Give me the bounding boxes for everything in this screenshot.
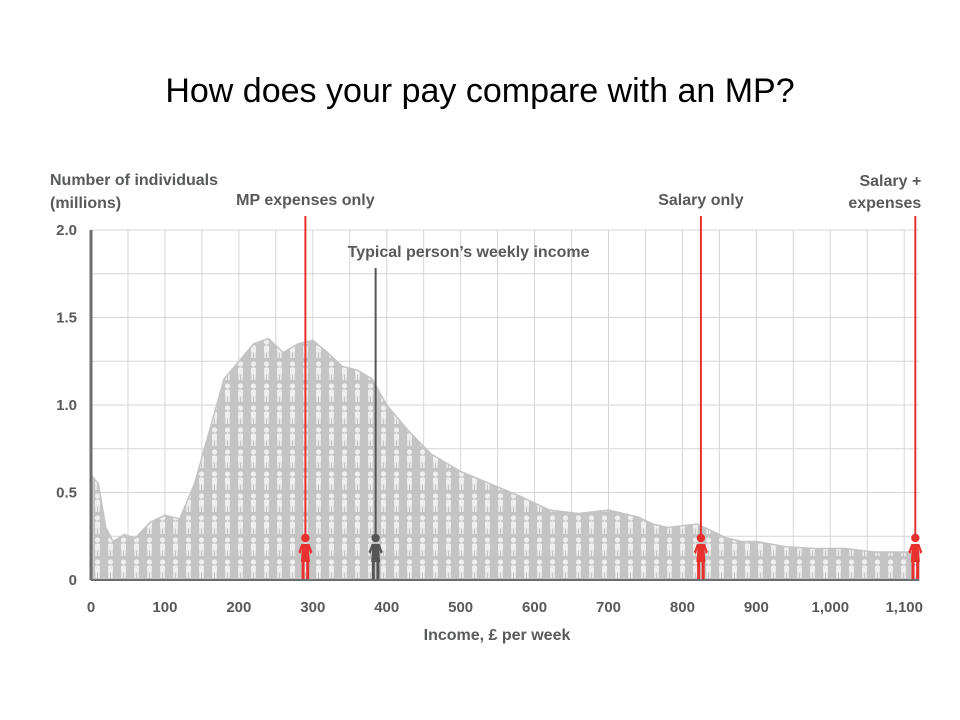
marker-label: Salary + xyxy=(859,173,921,190)
y-axis-label-line-1: Number of individuals xyxy=(50,172,218,189)
tick-labels: 0 100 200 300 400 500 600 700 800 900 1,000 1,100 0 0… xyxy=(56,222,923,616)
x-axis-label: Income, £ per week xyxy=(424,627,571,644)
x-tick-label: 0 xyxy=(87,599,95,616)
y-tick-label: 2.0 xyxy=(56,222,77,239)
y-tick-label: 1.5 xyxy=(56,310,77,327)
marker-label-line-2: expenses xyxy=(848,195,921,212)
marker-label: Salary only xyxy=(658,192,743,209)
axes xyxy=(89,230,919,581)
slide-title: How does your pay compare with an MP? xyxy=(165,72,795,110)
y-axis-label-line-2: (millions) xyxy=(50,195,121,212)
person-icon xyxy=(298,533,313,579)
person-icon xyxy=(693,533,708,579)
x-tick-label: 400 xyxy=(374,599,399,616)
x-tick-label: 500 xyxy=(448,599,473,616)
distribution-area xyxy=(90,337,920,581)
x-tick-label: 700 xyxy=(596,599,621,616)
x-tick-label: 600 xyxy=(522,599,547,616)
x-tick-label: 300 xyxy=(300,599,325,616)
marker-label: Typical person’s weekly income xyxy=(348,244,590,261)
x-tick-label: 900 xyxy=(744,599,769,616)
income-markers: MP expenses only Typical person’s weekly … xyxy=(236,173,923,579)
x-tick-label: 1,100 xyxy=(885,599,923,616)
x-tick-label: 200 xyxy=(226,599,251,616)
y-tick-label: 1.0 xyxy=(56,397,77,414)
person-icon xyxy=(368,533,383,579)
x-tick-label: 1,000 xyxy=(812,599,850,616)
x-tick-label: 100 xyxy=(152,599,177,616)
marker-label: MP expenses only xyxy=(236,192,375,209)
person-icon xyxy=(908,533,923,579)
x-tick-label: 800 xyxy=(670,599,695,616)
y-tick-label: 0 xyxy=(69,572,77,589)
y-tick-label: 0.5 xyxy=(56,485,77,502)
distribution-series xyxy=(90,337,920,581)
